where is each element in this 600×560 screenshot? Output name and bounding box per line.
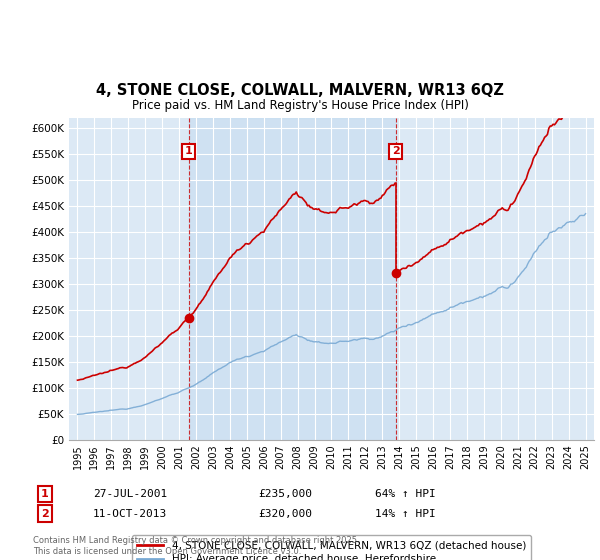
Text: £235,000: £235,000 [258,489,312,499]
Text: 2: 2 [392,146,400,156]
Text: Contains HM Land Registry data © Crown copyright and database right 2025.
This d: Contains HM Land Registry data © Crown c… [33,536,359,556]
Text: Price paid vs. HM Land Registry's House Price Index (HPI): Price paid vs. HM Land Registry's House … [131,99,469,112]
Text: 2: 2 [41,508,49,519]
Text: 27-JUL-2001: 27-JUL-2001 [93,489,167,499]
Text: 11-OCT-2013: 11-OCT-2013 [93,508,167,519]
Bar [189,118,395,440]
Text: 14% ↑ HPI: 14% ↑ HPI [375,508,436,519]
Text: £320,000: £320,000 [258,508,312,519]
Text: 1: 1 [41,489,49,499]
Text: 4, STONE CLOSE, COLWALL, MALVERN, WR13 6QZ: 4, STONE CLOSE, COLWALL, MALVERN, WR13 6… [96,83,504,98]
Legend: 4, STONE CLOSE, COLWALL, MALVERN, WR13 6QZ (detached house), HPI: Average price,: 4, STONE CLOSE, COLWALL, MALVERN, WR13 6… [132,535,531,560]
Text: 64% ↑ HPI: 64% ↑ HPI [375,489,436,499]
Text: 1: 1 [185,146,193,156]
